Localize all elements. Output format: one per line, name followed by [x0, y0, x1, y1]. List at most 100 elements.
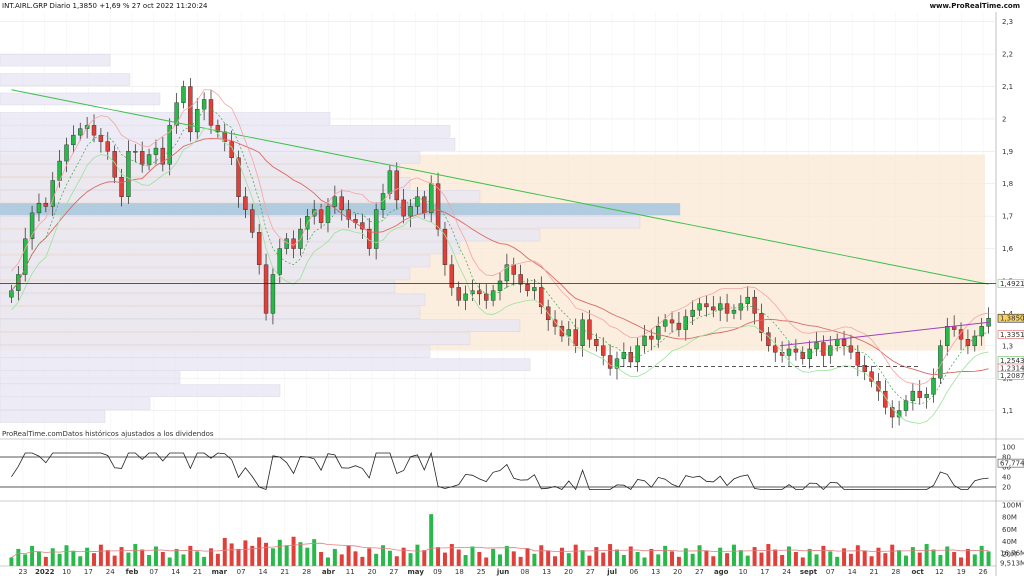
profile-bar	[0, 73, 131, 86]
volume-bar	[697, 545, 702, 566]
candle-body	[669, 319, 675, 324]
volume-bar	[670, 551, 675, 566]
volume-bar	[945, 546, 950, 566]
candle-body	[607, 355, 613, 369]
candle-body	[401, 199, 406, 217]
date-tick-label: 12	[935, 568, 944, 576]
candle-body	[539, 287, 544, 308]
date-tick-label: 27	[389, 568, 398, 576]
candle-body	[965, 339, 971, 346]
volume-bar	[855, 545, 860, 566]
volume-bar	[92, 553, 97, 566]
volume-bar	[649, 548, 654, 566]
volume-bar	[153, 546, 158, 566]
date-tick-label: 21	[870, 568, 879, 576]
date-tick-label: jul	[606, 568, 617, 576]
candle-body	[704, 303, 709, 308]
volume-bar	[828, 551, 833, 566]
volume-bar	[518, 556, 523, 566]
candle-body	[71, 134, 76, 146]
volume-bar	[972, 554, 977, 566]
price-tick-label: 1,3	[1002, 342, 1013, 350]
candle-body	[601, 345, 606, 356]
volume-bar	[821, 545, 826, 566]
date-tick-label: 11	[346, 568, 355, 576]
volume-average	[11, 542, 989, 558]
date-tick-label: 25	[477, 568, 486, 576]
volume-bar	[842, 548, 847, 566]
volume-bar	[656, 554, 661, 566]
candle-body	[979, 326, 984, 337]
volume-bar	[573, 544, 578, 566]
date-tick-label: 17	[760, 568, 769, 576]
candle-body	[862, 364, 867, 372]
candle-body	[532, 287, 537, 291]
candle-body	[98, 134, 104, 142]
date-tick-label: 21	[280, 568, 289, 576]
candle-body	[9, 290, 14, 298]
date-tick-label: 20	[368, 568, 377, 576]
volume-bar	[986, 551, 991, 566]
profile-bar	[0, 92, 161, 106]
price-tick-label: 1,7	[1002, 213, 1013, 221]
date-tick-label: 13	[651, 568, 660, 576]
date-tick-label: 20	[564, 568, 573, 576]
volume-bar	[298, 542, 303, 566]
date-tick-label: oct	[911, 568, 924, 576]
candle-body	[890, 407, 895, 418]
candle-body	[146, 154, 152, 165]
volume-bar	[236, 548, 241, 566]
volume-bar	[319, 551, 324, 566]
candle-body	[160, 147, 166, 165]
volume-bar	[924, 544, 929, 566]
date-tick-label: 2022	[35, 568, 55, 576]
volume-bar	[793, 551, 798, 566]
candle-body	[119, 177, 124, 197]
date-tick-label: 10	[739, 568, 748, 576]
price-marker-label: 1,2314	[1000, 364, 1024, 372]
profile-bar	[0, 306, 421, 320]
date-tick-label: may	[408, 568, 425, 576]
volume-bar	[353, 551, 358, 566]
candle-body	[408, 206, 413, 217]
volume-bar	[181, 554, 186, 566]
date-tick-label: mar	[212, 568, 228, 576]
volume-bar	[332, 548, 337, 566]
profile-bar	[0, 241, 461, 255]
volume-bar	[126, 552, 131, 566]
volume-bar	[339, 554, 344, 566]
candle-body	[78, 128, 83, 136]
volume-bar	[869, 556, 874, 566]
price-marker-box	[997, 313, 1024, 323]
source-note: ProRealTime.comDatos históricos ajustado…	[2, 430, 214, 438]
price-tick-label: 2,2	[1002, 51, 1013, 59]
profile-bar	[0, 151, 421, 164]
date-tick-label: 07	[149, 568, 158, 576]
price-marker-box	[997, 279, 1024, 288]
candle-body	[580, 319, 585, 346]
volume-bar	[759, 552, 764, 566]
volume-bar	[456, 549, 461, 566]
volume-bar	[463, 555, 468, 566]
upper-band	[11, 89, 989, 386]
price-tick-label: 1,1	[1002, 407, 1013, 415]
candle-body	[821, 342, 826, 356]
volume-bar	[160, 551, 165, 566]
profile-bar	[0, 53, 111, 67]
volume-bar	[580, 550, 585, 566]
date-tick-label: 24	[782, 568, 791, 576]
candle-body	[731, 309, 737, 314]
candle-body	[573, 329, 578, 346]
volume-bar	[780, 555, 785, 566]
profile-bar	[0, 228, 541, 242]
volume-bar	[532, 553, 537, 566]
long-moving-average	[11, 89, 989, 285]
volume-bar	[965, 548, 970, 566]
date-tick-label: 14	[848, 568, 857, 576]
candle-body	[243, 196, 248, 210]
profile-bar	[0, 371, 181, 384]
oscillator-marker-box	[997, 458, 1024, 468]
volume-bar	[250, 545, 255, 566]
